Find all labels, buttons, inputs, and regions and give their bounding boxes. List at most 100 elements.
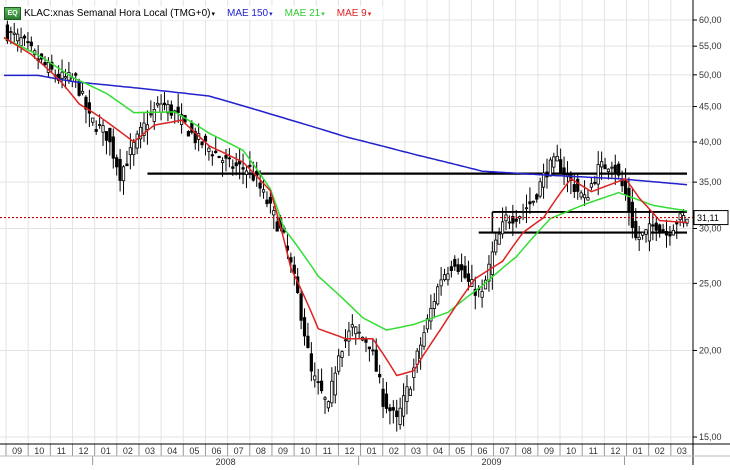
candle-body bbox=[664, 231, 669, 236]
grid bbox=[0, 0, 693, 444]
x-tick-label: 12 bbox=[344, 446, 354, 456]
candle-body bbox=[637, 236, 641, 240]
chevron-down-icon: ▾ bbox=[269, 10, 273, 18]
candle-body bbox=[572, 184, 576, 193]
y-tick-label: 35,00 bbox=[699, 177, 722, 187]
candle-body bbox=[162, 102, 167, 106]
candle-body bbox=[412, 367, 416, 378]
candle-body bbox=[425, 318, 430, 330]
chevron-down-icon: ▾ bbox=[211, 10, 215, 18]
candle-body bbox=[600, 161, 604, 168]
y-tick-label: 60,00 bbox=[699, 15, 722, 25]
candle-body bbox=[456, 264, 460, 272]
candle-body bbox=[302, 317, 307, 337]
x-tick-label: 11 bbox=[323, 446, 332, 456]
candle-body bbox=[272, 210, 276, 216]
indicator-label: MAE 9 bbox=[336, 7, 367, 19]
x-tick-label: 03 bbox=[145, 446, 155, 456]
candle-body bbox=[487, 263, 491, 282]
indicator-mae150[interactable]: MAE 150▾ bbox=[227, 8, 273, 19]
candle-body bbox=[391, 407, 395, 411]
y-tick-label: 40,00 bbox=[699, 137, 722, 147]
candle-body bbox=[555, 155, 559, 162]
x-tick-label: 01 bbox=[367, 446, 377, 456]
candle-body bbox=[514, 218, 518, 222]
chart-legend: EQ KLAC:xnas Semanal Hora Local (TMG+0)▾… bbox=[4, 6, 384, 20]
candle-body bbox=[142, 122, 146, 136]
candle-body bbox=[528, 201, 532, 205]
candle-body bbox=[203, 135, 208, 142]
y-tick-label: 55,00 bbox=[699, 41, 722, 51]
candle-body bbox=[128, 147, 132, 156]
candle-body bbox=[337, 355, 341, 372]
candle-body bbox=[111, 136, 115, 159]
moving-averages bbox=[3, 36, 688, 377]
indicator-mae9[interactable]: MAE 9▾ bbox=[337, 8, 372, 19]
x-tick-label: 01 bbox=[101, 446, 111, 456]
x-tick-label: 12 bbox=[79, 446, 89, 456]
candle-body bbox=[29, 41, 33, 47]
candle-body bbox=[207, 147, 211, 152]
candle-body bbox=[507, 221, 512, 224]
symbol-selector[interactable]: KLAC:xnas Semanal Hora Local (TMG+0)▾ bbox=[24, 8, 215, 19]
candle-body bbox=[214, 150, 218, 154]
candle-body bbox=[511, 216, 515, 224]
x-tick-label: 10 bbox=[566, 446, 576, 456]
x-tick-label: 09 bbox=[12, 446, 22, 456]
candle-body bbox=[9, 31, 13, 34]
y-tick-label: 20,00 bbox=[699, 345, 722, 355]
candle-body bbox=[371, 349, 375, 352]
candle-body bbox=[586, 197, 590, 201]
candle-body bbox=[429, 307, 433, 322]
x-tick-label: 06 bbox=[477, 446, 487, 456]
candle-body bbox=[524, 207, 529, 210]
candle-body bbox=[613, 164, 617, 174]
candle-body bbox=[74, 73, 78, 76]
candle-body bbox=[671, 229, 675, 236]
candle-body bbox=[384, 393, 389, 409]
candle-body bbox=[118, 158, 122, 181]
candle-body bbox=[87, 102, 91, 114]
candle-body bbox=[186, 131, 191, 137]
x-tick-label: 10 bbox=[34, 446, 44, 456]
candle-body bbox=[98, 124, 102, 126]
candle-body bbox=[152, 109, 156, 122]
indicator-label: MAE 150 bbox=[226, 7, 269, 19]
candle-body bbox=[541, 172, 546, 188]
x-tick-label: 12 bbox=[610, 446, 620, 456]
y-tick-label: 50,00 bbox=[699, 70, 722, 80]
candle-body bbox=[617, 163, 621, 176]
candle-body bbox=[313, 375, 317, 381]
candle-body bbox=[121, 166, 126, 182]
candle-body bbox=[241, 167, 245, 170]
candle-body bbox=[610, 166, 614, 169]
candle-body bbox=[364, 339, 368, 343]
candle-body bbox=[647, 223, 652, 242]
candle-body bbox=[494, 239, 498, 253]
candle-body bbox=[678, 213, 682, 221]
x-tick-label: 07 bbox=[234, 446, 244, 456]
candle-body bbox=[108, 127, 112, 143]
candle-body bbox=[220, 160, 225, 164]
candle-body bbox=[374, 349, 378, 372]
candle-body bbox=[552, 156, 556, 168]
eq-logo-icon: EQ bbox=[4, 6, 21, 20]
candle-body bbox=[306, 335, 310, 349]
x-tick-label: 02 bbox=[123, 446, 133, 456]
x-tick-label: 07 bbox=[500, 446, 510, 456]
candle-body bbox=[169, 104, 173, 116]
candle-body bbox=[125, 163, 129, 167]
x-tick-label: 05 bbox=[189, 446, 199, 456]
x-tick-label: 05 bbox=[455, 446, 465, 456]
candle-body bbox=[405, 386, 409, 403]
candle-body bbox=[299, 293, 303, 321]
candle-body bbox=[268, 196, 272, 204]
candle-body bbox=[521, 210, 525, 213]
candle-body bbox=[378, 373, 382, 378]
indicator-mae21[interactable]: MAE 21▾ bbox=[285, 8, 325, 19]
candle-body bbox=[422, 332, 426, 347]
candle-body bbox=[463, 265, 467, 278]
candle-body bbox=[589, 183, 593, 188]
